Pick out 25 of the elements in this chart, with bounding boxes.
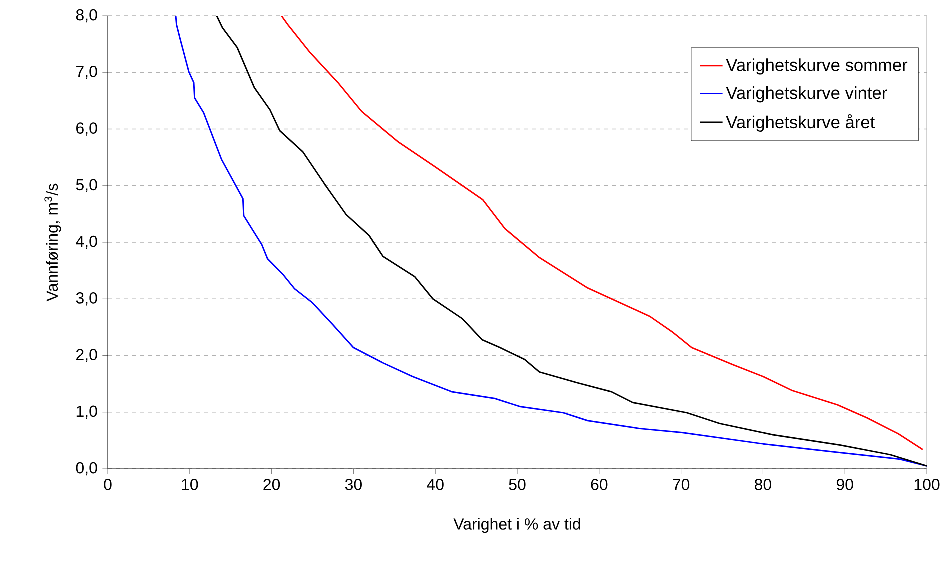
x-tick-label: 60: [591, 479, 608, 490]
x-tick-label: 40: [427, 479, 444, 490]
legend-label: Varighetskurve vinter: [726, 86, 888, 103]
y-tick-label: 5,0: [76, 179, 98, 192]
x-tick-label: 20: [264, 479, 280, 490]
x-tick-label: 10: [182, 479, 198, 490]
x-tick-label: 80: [755, 479, 772, 490]
x-tick-label: 100: [914, 479, 940, 490]
y-axis-title: Vannføring, m$^{3}$/s: [44, 184, 62, 302]
x-tick-label: 90: [836, 479, 854, 490]
y-tick-label: 8,0: [76, 9, 98, 23]
x-tick-label: 0: [104, 479, 112, 490]
y-tick-label: 3,0: [76, 292, 98, 306]
legend-label: Varighetskurve året: [726, 114, 875, 132]
x-tick-label: 70: [673, 479, 690, 490]
x-axis-title: Varighet i % av tid: [454, 518, 580, 534]
y-tick-label: 7,0: [76, 66, 98, 80]
y-tick-label: 0,0: [76, 462, 98, 476]
legend-label: Varighetskurve sommer: [726, 58, 908, 75]
y-tick-label: 1,0: [76, 406, 98, 419]
x-tick-label: 30: [345, 479, 362, 490]
y-tick-label: 6,0: [76, 122, 98, 136]
y-tick-label: 2,0: [76, 349, 98, 362]
x-tick-label: 50: [509, 479, 526, 490]
y-tick-label: 4,0: [76, 236, 98, 250]
